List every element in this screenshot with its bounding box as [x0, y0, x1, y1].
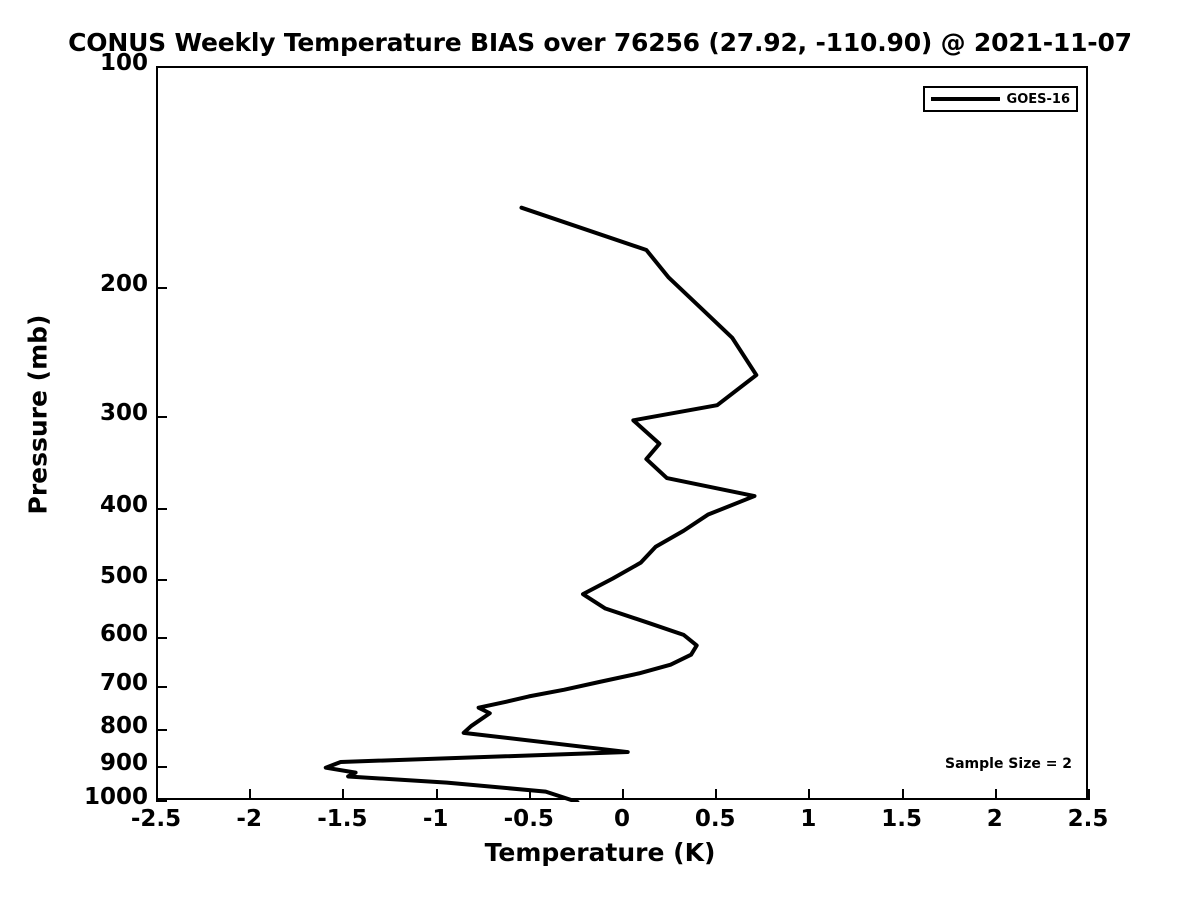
y-tick-mark — [156, 637, 167, 640]
y-tick-mark — [156, 800, 167, 802]
y-tick-mark — [156, 766, 167, 769]
y-axis-label: Pressure (mb) — [23, 314, 53, 515]
y-tick-mark — [156, 579, 167, 582]
x-tick-label: 2 — [986, 806, 1003, 832]
y-tick-label: 600 — [99, 621, 148, 648]
legend-item-label: GOES-16 — [1006, 91, 1070, 107]
x-tick-label: 2.5 — [1067, 806, 1109, 832]
x-tick-mark — [808, 789, 811, 800]
x-tick-mark — [435, 789, 438, 800]
x-tick-mark — [622, 789, 624, 800]
plot-area — [156, 66, 1088, 802]
y-tick-label: 500 — [99, 563, 148, 590]
legend: GOES-16 — [923, 86, 1078, 112]
x-tick-label: -0.5 — [503, 806, 554, 832]
x-tick-label: -1.5 — [317, 806, 368, 832]
line-series-goes-16 — [323, 205, 759, 802]
legend-line-swatch — [931, 97, 1000, 101]
y-tick-label: 700 — [99, 670, 148, 697]
y-tick-mark — [156, 507, 167, 510]
page-title: CONUS Weekly Temperature BIAS over 76256… — [68, 28, 1132, 57]
x-tick-label: 1.5 — [881, 806, 922, 832]
y-tick-label: 100 — [99, 50, 148, 76]
x-tick-label: 0.5 — [694, 806, 736, 832]
y-tick-mark — [156, 416, 167, 419]
x-axis-label: Temperature (K) — [484, 838, 716, 867]
x-tick-mark — [994, 789, 997, 800]
y-tick-label: 300 — [99, 400, 148, 427]
y-tick-label: 1000 — [83, 784, 148, 810]
y-tick-label: 400 — [99, 491, 148, 518]
x-tick-mark — [249, 789, 252, 800]
x-tick-label: 1 — [800, 806, 817, 832]
data-series-svg — [323, 205, 759, 802]
y-tick-label: 800 — [99, 712, 148, 739]
sample-size-annotation: Sample Size = 2 — [945, 756, 1073, 772]
y-tick-mark — [156, 286, 167, 289]
y-tick-label: 200 — [99, 270, 148, 297]
x-tick-label: 0 — [613, 806, 630, 832]
x-tick-mark — [1088, 789, 1090, 800]
x-tick-mark — [342, 789, 345, 800]
x-tick-mark — [715, 789, 718, 800]
y-tick-mark — [156, 686, 167, 689]
y-tick-mark — [156, 728, 167, 731]
y-tick-label: 900 — [99, 750, 148, 777]
x-tick-mark — [528, 789, 531, 800]
x-tick-mark — [901, 789, 904, 800]
x-tick-label: -1 — [422, 806, 449, 832]
x-tick-label: -2.5 — [130, 806, 182, 832]
x-tick-label: -2 — [236, 806, 262, 832]
y-tick-mark — [156, 66, 167, 68]
x-tick-mark — [156, 789, 158, 800]
